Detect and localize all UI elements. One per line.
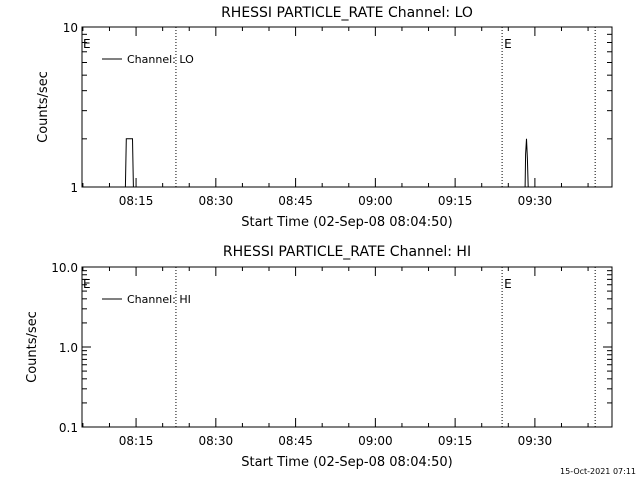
x-tick-label: 09:00 (358, 194, 393, 208)
x-tick-label: 09:30 (518, 194, 553, 208)
y-axis-label: Counts/sec (36, 71, 51, 143)
x-tick-label: 08:15 (119, 434, 154, 448)
x-tick-label: 08:45 (278, 434, 313, 448)
x-tick-label: 09:00 (358, 434, 393, 448)
x-tick-label: 08:15 (119, 194, 154, 208)
y-tick-label: 1 (70, 181, 78, 195)
x-tick-label: 08:30 (199, 194, 234, 208)
x-tick-label: 08:45 (278, 194, 313, 208)
y-tick-label: 10.0 (51, 261, 78, 275)
x-tick-label: 09:30 (518, 434, 553, 448)
y-tick-label: 0.1 (59, 421, 78, 435)
generation-timestamp: 15-Oct-2021 07:11 (560, 467, 636, 476)
x-tick-label: 09:15 (438, 434, 473, 448)
chart-panel-2: RHESSI PARTICLE_RATE Channel: HI Start Ti… (25, 244, 613, 470)
legend-entry: Channel: HI (127, 293, 191, 306)
chart-title: RHESSI PARTICLE_RATE Channel: HI (223, 244, 471, 260)
plot-frame (81, 26, 613, 188)
x-tick-label: 08:30 (199, 434, 234, 448)
event-marker-label: E (504, 37, 512, 51)
x-axis-label: Start Time (02-Sep-08 08:04:50) (241, 215, 452, 230)
x-axis-label: Start Time (02-Sep-08 08:04:50) (241, 455, 452, 470)
x-tick-label: 09:15 (438, 194, 473, 208)
y-tick-label: 10 (63, 21, 78, 35)
left-edge-label: E (83, 37, 91, 51)
legend-entry: Channel: LO (127, 53, 194, 66)
chart-panel-1: RHESSI PARTICLE_RATE Channel: LO Start Ti… (36, 5, 613, 230)
plot-frame (81, 266, 613, 428)
series-line-0 (124, 138, 529, 188)
chart-title: RHESSI PARTICLE_RATE Channel: LO (221, 5, 473, 21)
y-axis-label: Counts/sec (25, 311, 40, 383)
event-marker-label: E (504, 277, 512, 291)
left-edge-label: E (83, 277, 91, 291)
y-tick-label: 1.0 (59, 341, 78, 355)
